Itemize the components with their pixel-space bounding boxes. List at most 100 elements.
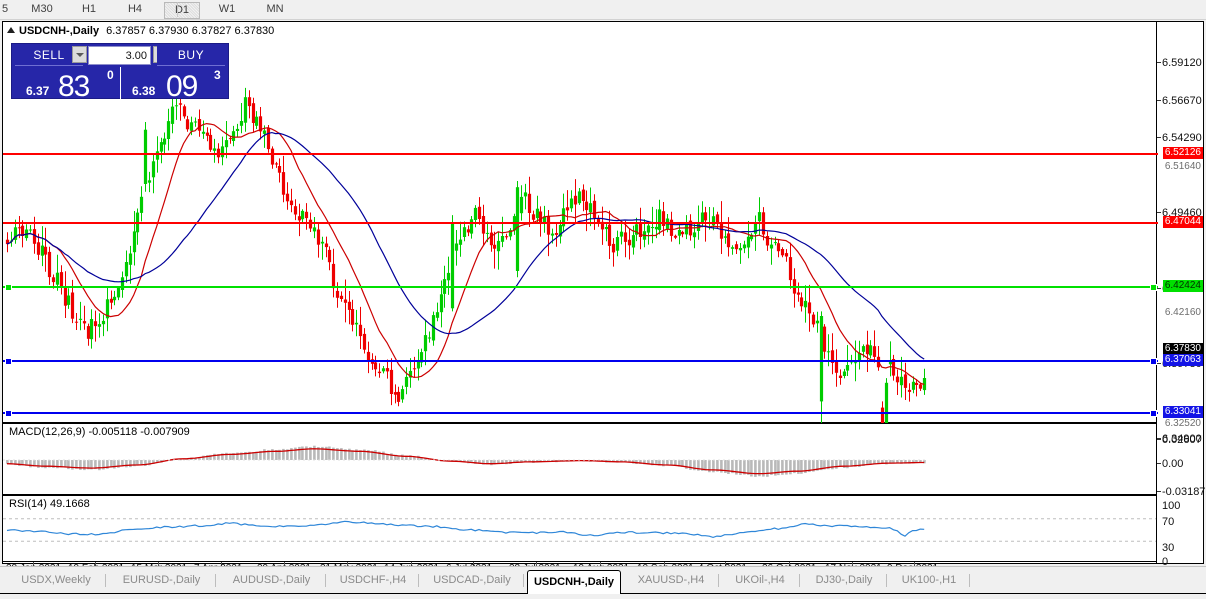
- timeframe-button-m5[interactable]: 5: [1, 3, 9, 15]
- macd-tick-label: 0.00: [1162, 458, 1184, 470]
- volume-input[interactable]: 3.00: [88, 46, 151, 65]
- price-tick-label: 6.49460: [1162, 207, 1202, 219]
- sell-price-fraction: 0: [107, 68, 114, 82]
- panel-divider: [120, 67, 121, 99]
- price-tick-label: 6.59120: [1162, 57, 1202, 69]
- price-tick-mark: [1157, 212, 1161, 213]
- price-tick-label: 6.56670: [1162, 95, 1202, 107]
- date-tick-mark: [411, 562, 412, 566]
- macd-pane[interactable]: MACD(12,26,9) -0.005118 -0.007909: [3, 423, 1158, 495]
- tab-separator: [969, 574, 970, 587]
- timeframe-button-w1[interactable]: W1: [218, 3, 236, 15]
- date-tick-mark: [284, 562, 285, 566]
- price-tick-mark: [1157, 363, 1161, 364]
- macd-canvas: [3, 445, 928, 477]
- date-tick-mark: [852, 562, 853, 566]
- timeframe-button-h4[interactable]: H4: [127, 3, 143, 15]
- price-tick-label: 6.34900: [1162, 433, 1202, 445]
- date-tick-mark: [473, 562, 474, 566]
- price-tick-mark: [1157, 288, 1161, 289]
- date-tick-mark: [600, 562, 601, 566]
- price-tick-mark: [1157, 438, 1161, 439]
- chart-frame: MACD(12,26,9) -0.005118 -0.007909 RSI(14…: [2, 21, 1206, 574]
- chart-tab-uk100-h1[interactable]: UK100-,H1: [901, 574, 957, 586]
- toolbar-separator: [177, 2, 178, 17]
- price-tick-label-obscured: 6.51640: [1164, 161, 1201, 172]
- macd-tick-mark: [1157, 491, 1161, 492]
- price-tick-mark: [1157, 137, 1161, 138]
- tab-separator: [886, 574, 887, 587]
- date-tick-mark: [536, 562, 537, 566]
- chart-tab-usdchf-h4[interactable]: USDCHF-,H4: [339, 574, 407, 586]
- collapse-triangle-icon[interactable]: [7, 27, 15, 33]
- timeframe-button-mn[interactable]: MN: [266, 3, 284, 15]
- date-tick-mark: [914, 562, 915, 566]
- macd-tick-label: -0.03187: [1162, 486, 1206, 498]
- macd-label: MACD(12,26,9) -0.005118 -0.007909: [8, 426, 191, 438]
- chevron-down-icon: [76, 53, 84, 57]
- rsi-pane[interactable]: RSI(14) 49.1668: [3, 495, 1158, 562]
- tab-separator: [105, 574, 106, 587]
- chart-symbol-label: USDCNH-,Daily: [19, 25, 100, 37]
- tab-separator: [215, 574, 216, 587]
- timeframe-button-d1[interactable]: D1: [164, 2, 200, 19]
- price-tick-label: 6.44560: [1162, 283, 1202, 295]
- buy-price-main: 09: [166, 70, 198, 99]
- macd-tick-mark: [1157, 463, 1161, 464]
- buy-button[interactable]: BUY: [157, 46, 225, 66]
- sell-button[interactable]: SELL: [15, 46, 83, 66]
- chart-tab-eurusd-daily[interactable]: EURUSD-,Daily: [122, 574, 201, 586]
- tab-separator: [523, 574, 524, 587]
- sell-price-main: 83: [58, 70, 90, 99]
- price-tick-label-obscured: 6.42160: [1164, 307, 1201, 318]
- price-tick-label-obscured: 6.32520: [1164, 418, 1201, 429]
- buy-price-display[interactable]: 6.38 09 3: [122, 68, 227, 99]
- tab-separator: [718, 574, 719, 587]
- date-tick-mark: [789, 562, 790, 566]
- tab-separator: [418, 574, 419, 587]
- one-click-trade-panel[interactable]: SELL 3.00 BUY 6.37 83 0 6.38 09 3: [11, 43, 229, 99]
- date-tick-mark: [33, 562, 34, 566]
- rsi-tick-label: 70: [1162, 516, 1175, 528]
- chart-ohlc-values: 6.37857 6.37930 6.37827 6.37830: [106, 25, 275, 37]
- rsi-tick-label: 100: [1162, 500, 1181, 512]
- sell-price-display[interactable]: 6.37 83 0: [14, 68, 119, 99]
- price-tick-mark: [1157, 100, 1161, 101]
- buy-price-prefix: 6.38: [132, 84, 156, 98]
- chart-tab-dj30-daily[interactable]: DJ30-,Daily: [815, 574, 873, 586]
- macd-tick-label: 0.02607: [1162, 434, 1202, 446]
- chart-header: USDCNH-,Daily 6.37857 6.37930 6.37827 6.3…: [7, 25, 274, 38]
- macd-tick-mark: [1157, 439, 1161, 440]
- price-tick-mark: [1157, 62, 1161, 63]
- volume-decrease-button[interactable]: [72, 46, 87, 63]
- price-axis[interactable]: 6.59120 6.56670 6.54290 6.49460 6.44560 6.397…: [1156, 22, 1206, 568]
- trade-controls-row: SELL 3.00 BUY: [12, 44, 228, 67]
- timeframe-button-m30[interactable]: M30: [31, 3, 53, 15]
- date-tick-mark: [725, 562, 726, 566]
- rsi-canvas: [3, 518, 1158, 542]
- tab-separator: [325, 574, 326, 587]
- chart-tab-usdcad-daily[interactable]: USDCAD-,Daily: [433, 574, 511, 586]
- tab-separator: [799, 574, 800, 587]
- chart-tab-active[interactable]: USDCNH-,Daily: [527, 570, 621, 594]
- rsi-tick-label: 30: [1162, 542, 1175, 554]
- date-tick-mark: [221, 562, 222, 566]
- chart-tab-xauusd-h4[interactable]: XAUUSD-,H4: [637, 574, 705, 586]
- price-chart-canvas: [5, 84, 927, 423]
- chart-tab-bar: USDX,Weekly EURUSD-,Daily AUDUSD-,Daily USD…: [0, 566, 1206, 599]
- chart-tab-ukoil-h4[interactable]: UKOil-,H4: [735, 574, 785, 586]
- chart-tab-audusd-daily[interactable]: AUDUSD-,Daily: [232, 574, 311, 586]
- date-tick-mark: [664, 562, 665, 566]
- date-tick-mark: [158, 562, 159, 566]
- date-tick-mark: [347, 562, 348, 566]
- date-tick-mark: [95, 562, 96, 566]
- rsi-label: RSI(14) 49.1668: [8, 498, 91, 510]
- volume-value: 3.00: [125, 50, 147, 62]
- buy-price-fraction: 3: [214, 68, 221, 82]
- chart-tab-usdx-weekly[interactable]: USDX,Weekly: [21, 574, 91, 586]
- rsi-tick-label: 0: [1162, 556, 1169, 568]
- timeframe-button-h1[interactable]: H1: [81, 3, 97, 15]
- sell-price-prefix: 6.37: [26, 84, 50, 98]
- timeframe-toolbar: 5 M30 H1 H4 D1 W1 MN: [0, 0, 1206, 20]
